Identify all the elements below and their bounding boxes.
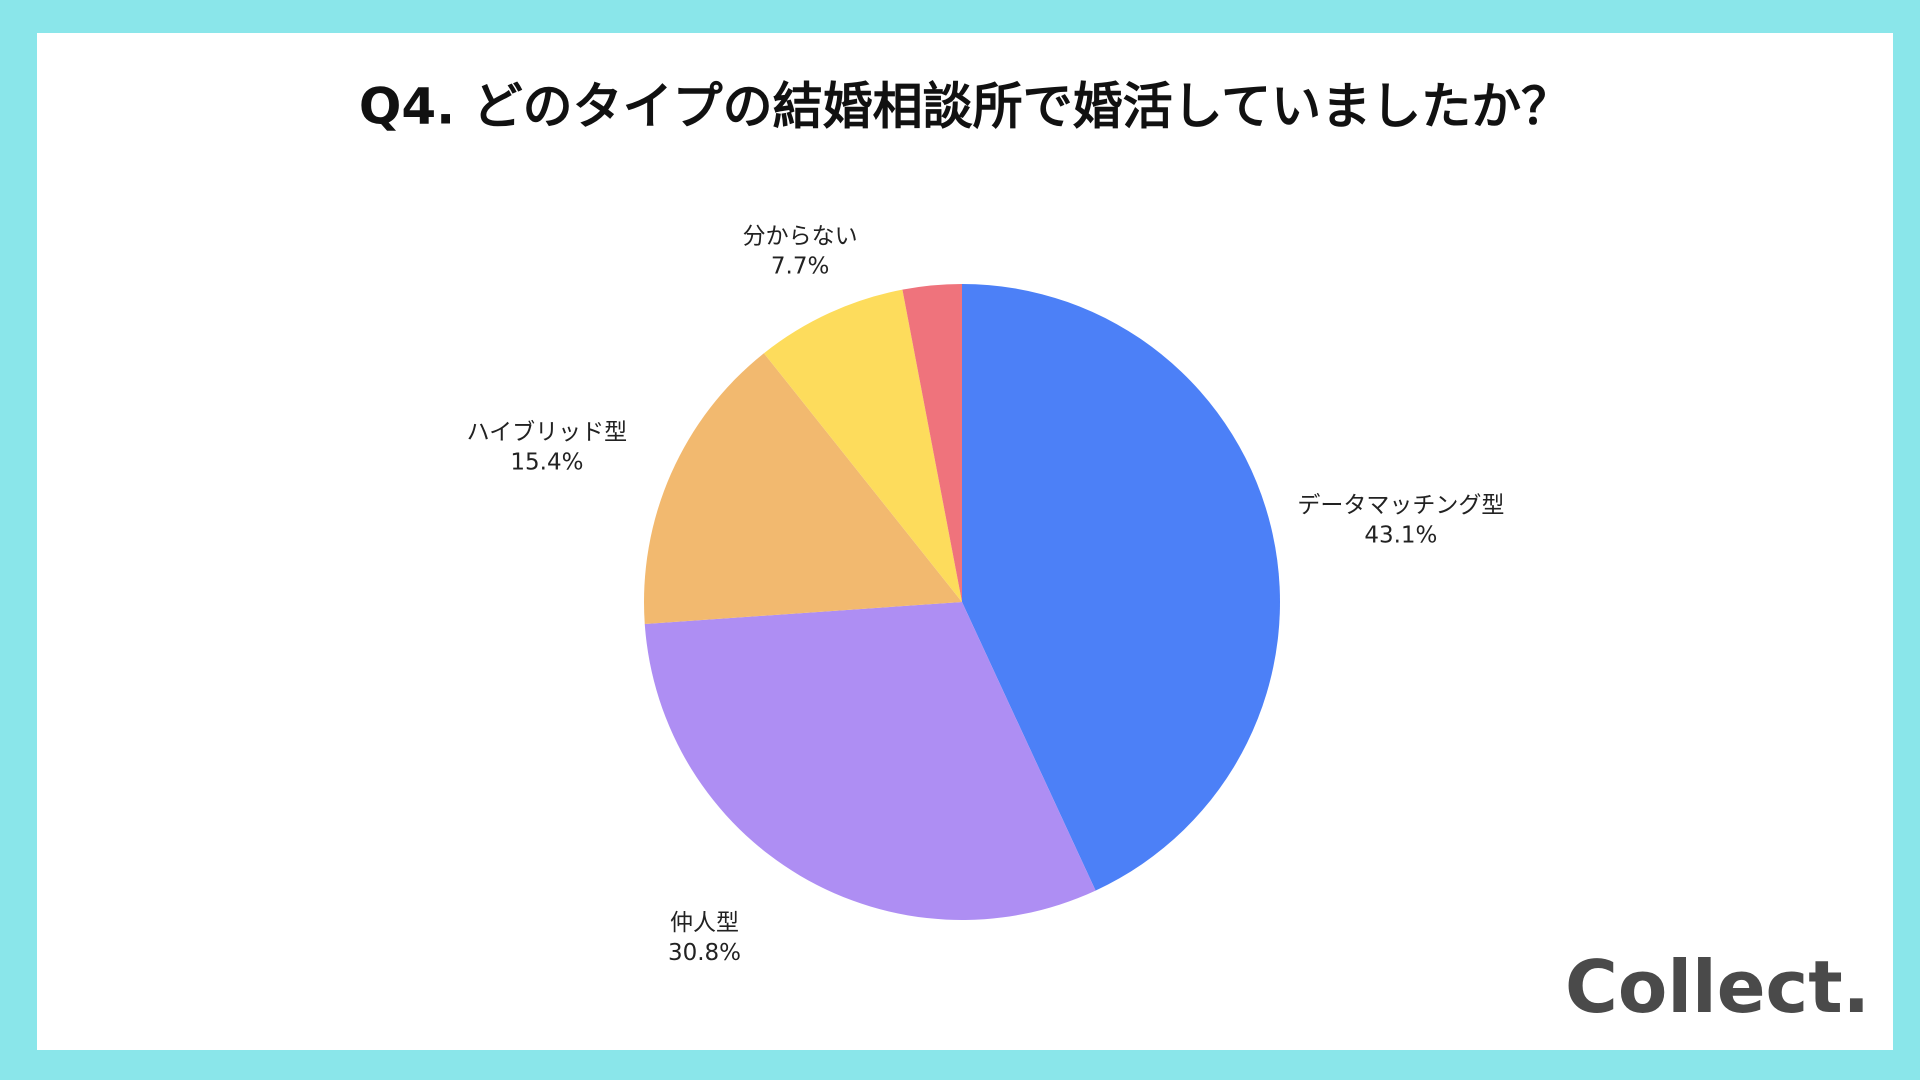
slice-value-label: 43.1% <box>1364 523 1437 549</box>
pie-slice <box>902 284 962 602</box>
logo: Collect. <box>1565 945 1870 1029</box>
chart-title: Q4. どのタイプの結婚相談所で婚活していましたか？ <box>359 78 1571 136</box>
slice-label: データマッチング型 <box>1297 493 1504 519</box>
slice-label: 仲人型 <box>670 910 739 936</box>
slice-value-label: 30.8% <box>668 940 741 966</box>
pie-slice <box>644 602 1096 920</box>
slice-label: 分からない <box>743 223 858 249</box>
pie-slice <box>644 353 962 624</box>
pie-slice <box>763 289 962 602</box>
slice-label: ハイブリッド型 <box>467 420 628 446</box>
slice-value-label: 7.7% <box>771 253 829 279</box>
pie-slice <box>962 284 1280 891</box>
slice-value-label: 15.4% <box>510 450 583 476</box>
